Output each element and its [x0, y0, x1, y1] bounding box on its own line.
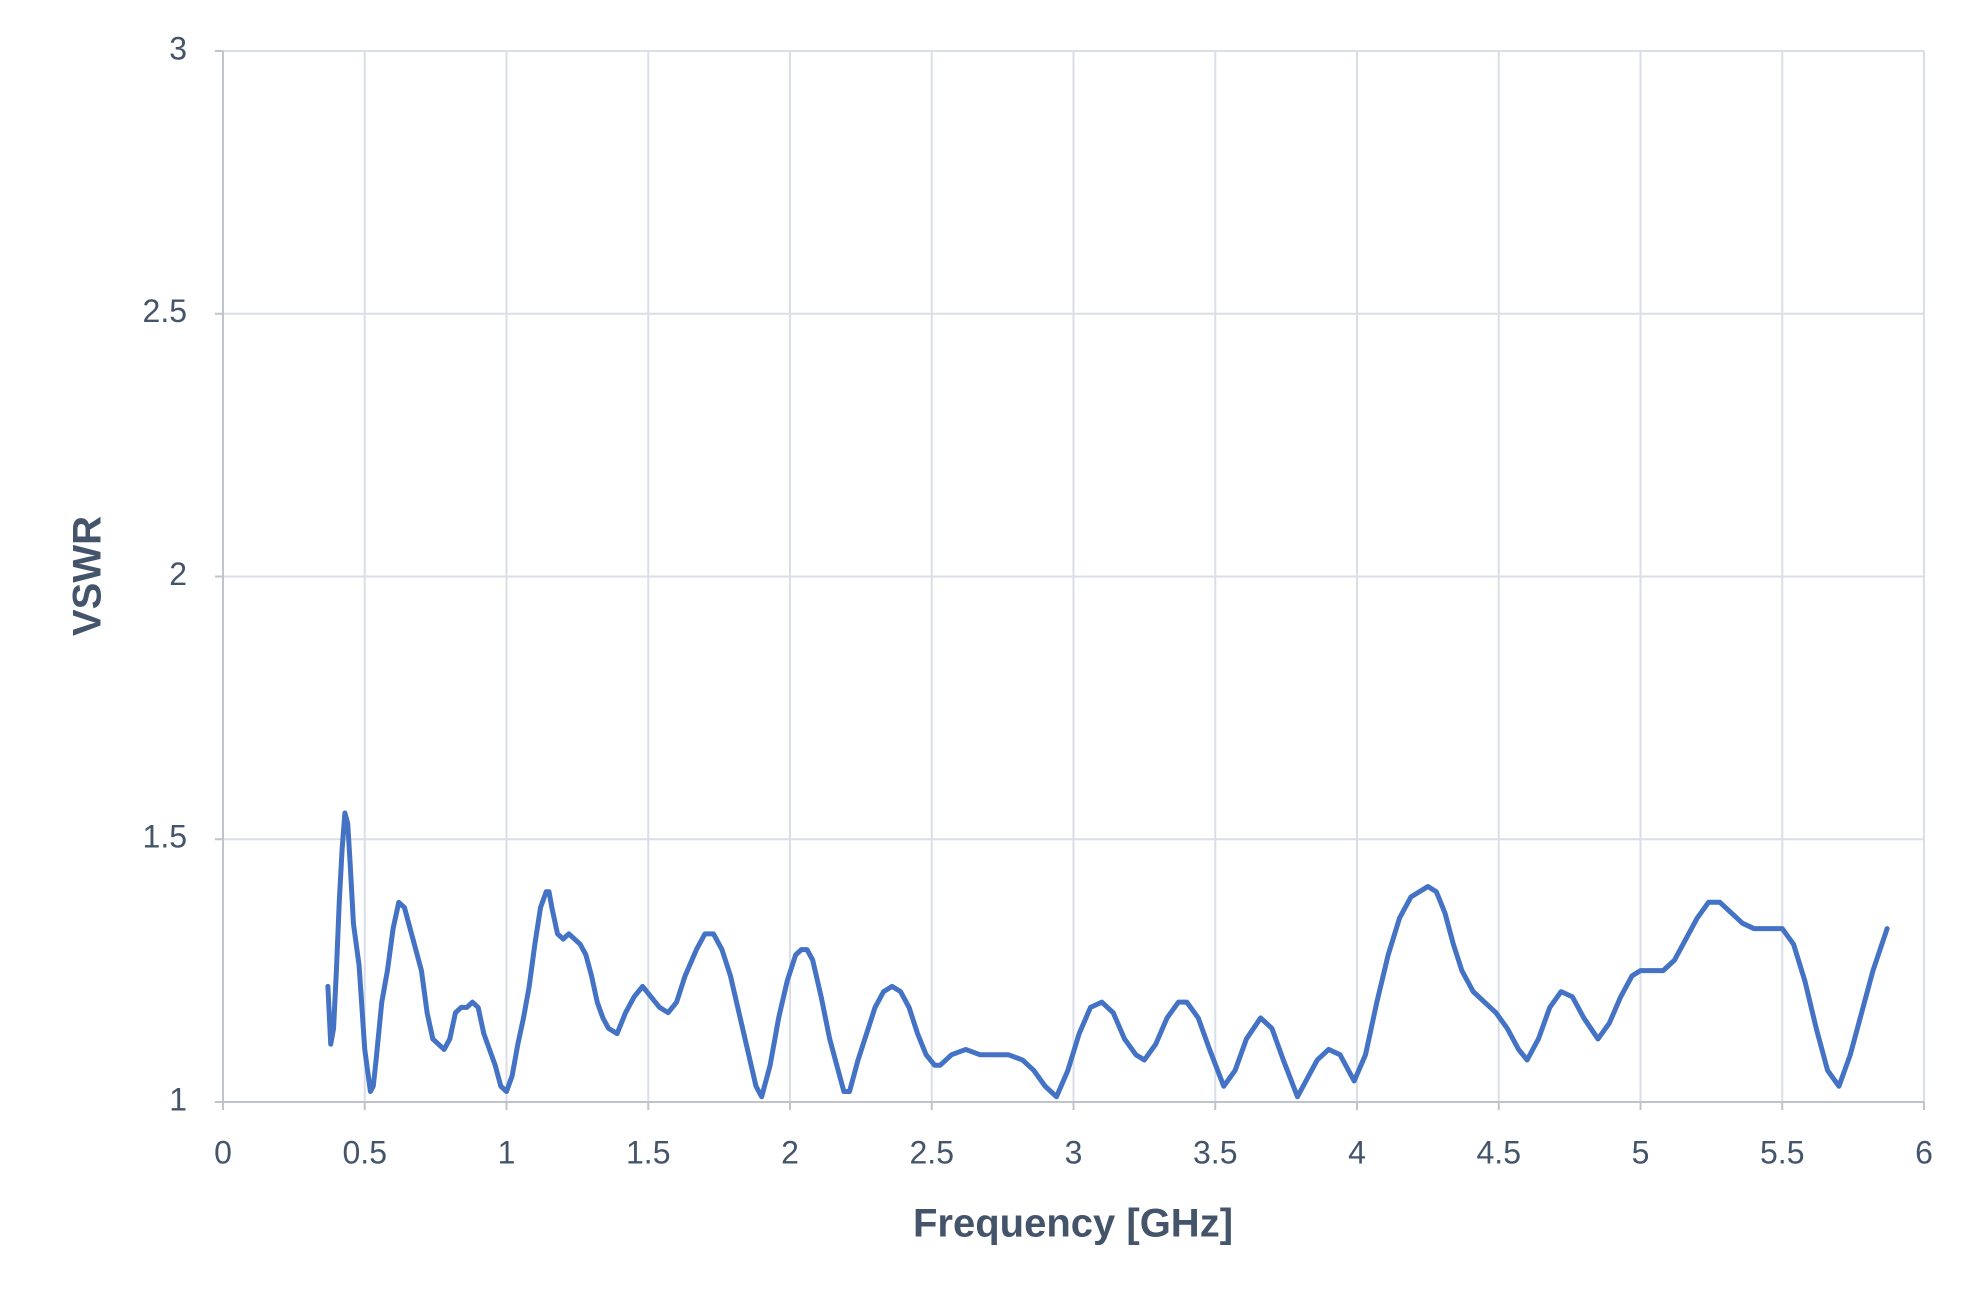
x-tick-label: 4 [1348, 1134, 1366, 1170]
x-tick-label: 3 [1065, 1134, 1083, 1170]
x-tick-label: 3.5 [1193, 1134, 1237, 1170]
x-tick-label: 2 [781, 1134, 799, 1170]
y-tick-label: 3 [169, 30, 187, 66]
x-tick-label: 0.5 [343, 1134, 387, 1170]
x-tick-label: 1 [498, 1134, 516, 1170]
x-axis-title: Frequency [GHz] [913, 1202, 1233, 1246]
y-tick-label: 2.5 [143, 293, 187, 329]
x-tick-label: 1.5 [626, 1134, 670, 1170]
x-tick-label: 2.5 [910, 1134, 954, 1170]
data-line [325, 810, 1890, 1100]
x-tick-label: 4.5 [1477, 1134, 1521, 1170]
y-tick-label: 1.5 [143, 819, 187, 855]
y-axis-title: VSWR [66, 516, 110, 636]
y-tick-label: 1 [169, 1081, 187, 1117]
x-tick-label: 5 [1632, 1134, 1650, 1170]
x-tick-label: 0 [214, 1134, 232, 1170]
y-tick-label: 2 [169, 556, 187, 592]
x-tick-label: 5.5 [1760, 1134, 1804, 1170]
x-tick-label: 6 [1915, 1134, 1933, 1170]
